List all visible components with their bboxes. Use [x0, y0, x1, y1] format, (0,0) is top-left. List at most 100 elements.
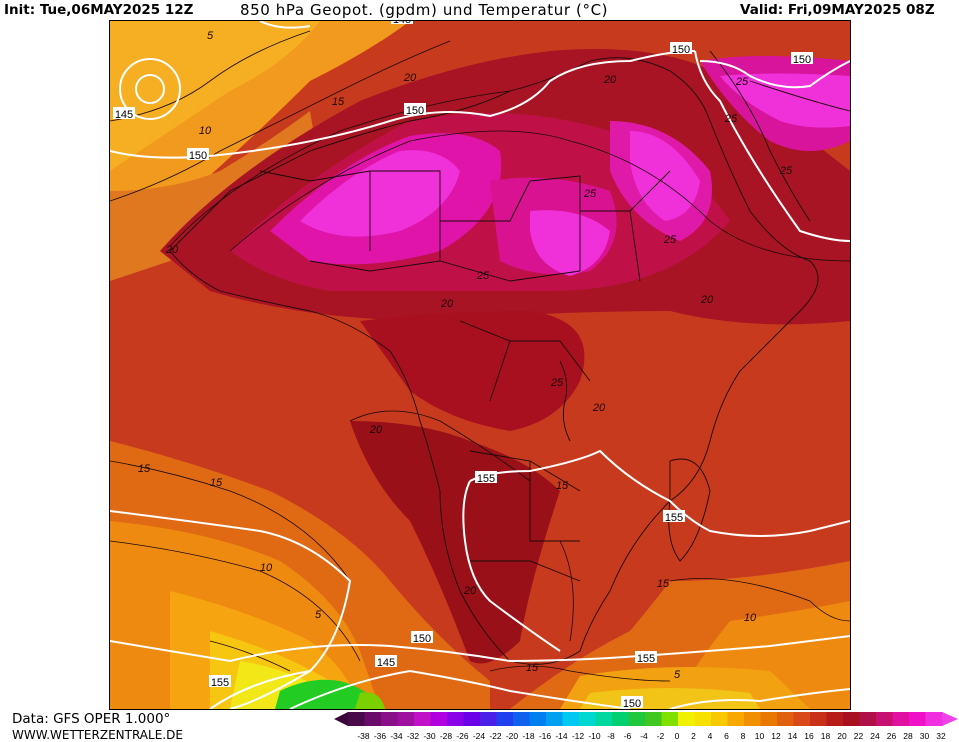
colorbar-tick-label: -10 — [588, 731, 601, 741]
colorbar-swatch — [513, 712, 530, 726]
isotherm-label: 5 — [674, 669, 681, 681]
isotherm-label: 10 — [260, 562, 273, 574]
colorbar-swatch — [711, 712, 728, 726]
geopotential-value: 155 — [665, 512, 683, 524]
geopotential-value: 150 — [672, 44, 690, 56]
temperature-field — [110, 21, 850, 709]
colorbar-tick-label: -36 — [374, 731, 387, 741]
isotherm-label: 25 — [583, 188, 597, 200]
colorbar-swatch — [595, 712, 613, 726]
colorbar-swatch — [925, 712, 943, 726]
isotherm-label: 25 — [476, 270, 490, 282]
colorbar-tick-label: 22 — [854, 731, 864, 741]
coastline-layer — [169, 50, 850, 665]
colorbar-tick-label: -14 — [555, 731, 568, 741]
colorbar-swatch — [777, 712, 794, 726]
geopotential-value: 155 — [637, 653, 655, 665]
geopotential-value: 150 — [793, 54, 811, 66]
colorbar-tick-label: 30 — [920, 731, 930, 741]
geopotential-value: 145 — [393, 21, 411, 26]
geopotential-label: 150 — [404, 103, 426, 117]
geopotential-value: 155 — [211, 677, 229, 689]
colorbar-tick-label: -12 — [572, 731, 585, 741]
colorbar-tick-label: -34 — [390, 731, 403, 741]
geopotential-label: 155 — [663, 510, 685, 524]
colorbar-swatch — [843, 712, 860, 726]
colorbar-tick-label: -24 — [473, 731, 486, 741]
geopotential-value: 150 — [623, 698, 641, 709]
geopotential-label: 150 — [621, 696, 643, 709]
colorbar-max-arrow — [942, 712, 958, 726]
colorbar-tick-label: 26 — [887, 731, 897, 741]
colorbar-tick-label: 16 — [804, 731, 814, 741]
isotherm-label: 25 — [735, 76, 749, 88]
colorbar-tick-label: -22 — [489, 731, 502, 741]
colorbar-swatch — [859, 712, 877, 726]
isotherm-label: 5 — [207, 30, 214, 42]
colorbar-tick-label: -28 — [440, 731, 453, 741]
colorbar-swatch — [381, 712, 398, 726]
colorbar-tick-label: 12 — [771, 731, 781, 741]
website-label: WWW.WETTERZENTRALE.DE — [12, 728, 183, 742]
colorbar-tick-label: 32 — [936, 731, 946, 741]
colorbar-tick-label: 14 — [788, 731, 798, 741]
data-source-label: Data: GFS OPER 1.000° — [12, 711, 171, 727]
colorbar-tick-label: 10 — [755, 731, 765, 741]
colorbar-tick-label: 0 — [675, 731, 680, 741]
geopotential-label: 155 — [635, 651, 657, 665]
colorbar-tick-label: -18 — [522, 731, 535, 741]
temperature-colorbar: -38 -36 -34 -32 -30 -28 -26 -24 -22 -20 -18 -16 -14-… — [334, 712, 958, 741]
temperature-labels: 5 10 15 20 20 20 25 25 25 25 25 25 20 20 25 20 20 15 15 10 1… — [138, 30, 793, 681]
colorbar-swatch — [529, 712, 547, 726]
colorbar-tick-label: 24 — [870, 731, 880, 741]
geopotential-label: 150 — [187, 148, 209, 162]
geopotential-labels: 145145150150150150155155150145155155150 — [113, 21, 813, 709]
colorbar-tick-label: 6 — [724, 731, 729, 741]
colorbar-swatch — [744, 712, 761, 726]
isotherm-label: 20 — [592, 402, 606, 414]
geopotential-value: 145 — [115, 109, 133, 121]
isotherm-label: 20 — [403, 72, 417, 84]
colorbar-swatch — [579, 712, 596, 726]
geopotential-label: 150 — [791, 52, 813, 66]
colorbar-swatch — [678, 712, 695, 726]
isotherm-label: 15 — [210, 477, 223, 489]
isotherm-label: 10 — [744, 612, 757, 624]
colorbar-tick-label: -30 — [423, 731, 436, 741]
geopotential-label: 145 — [391, 21, 413, 26]
colorbar-swatch — [892, 712, 910, 726]
isotherm-label: 25 — [550, 377, 564, 389]
isotherm-label: 20 — [700, 294, 714, 306]
geopotential-label: 145 — [113, 107, 135, 121]
colorbar-tick-label: 8 — [741, 731, 746, 741]
geopotential-label: 150 — [670, 42, 692, 56]
geopotential-value: 150 — [413, 633, 431, 645]
isotherm-label: 10 — [199, 125, 212, 137]
colorbar-tick-label: 20 — [837, 731, 847, 741]
valid-time-label: Valid: Fri,09MAY2025 08Z — [740, 2, 935, 18]
init-time-label: Init: Tue,06MAY2025 12Z — [4, 2, 194, 18]
colorbar-swatch — [364, 712, 382, 726]
colorbar-tick-label: 18 — [821, 731, 831, 741]
chart-title: 850 hPa Geopot. (gpdm) und Temperatur (°… — [240, 1, 609, 19]
colorbar-swatch — [628, 712, 646, 726]
isotherm-label: 20 — [369, 424, 383, 436]
colorbar-swatch — [447, 712, 464, 726]
geopotential-value: 155 — [477, 473, 495, 485]
isotherm-layer — [110, 30, 850, 682]
colorbar-tick-label: -4 — [640, 731, 648, 741]
colorbar-swatch — [826, 712, 844, 726]
colorbar-swatch — [727, 712, 745, 726]
colorbar-swatch — [645, 712, 662, 726]
colorbar-swatch — [810, 712, 827, 726]
isotherm-label: 15 — [332, 96, 345, 108]
isotherm-label: 15 — [138, 463, 151, 475]
colorbar-tick-label: -38 — [357, 731, 370, 741]
colorbar-tick-label: -26 — [456, 731, 469, 741]
colorbar-swatch — [562, 712, 580, 726]
colorbar-tick-label: 4 — [708, 731, 713, 741]
colorbar-tick-label: -32 — [407, 731, 420, 741]
geopotential-label: 155 — [475, 471, 497, 485]
colorbar-swatch — [480, 712, 497, 726]
geopotential-label: 155 — [209, 675, 231, 689]
